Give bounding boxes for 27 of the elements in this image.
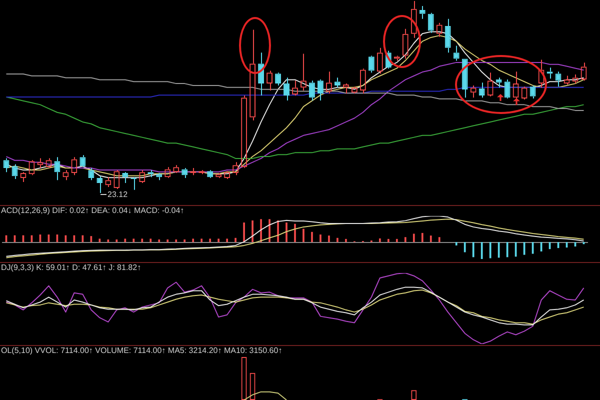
candlestick: [156, 172, 162, 181]
candlestick: [504, 79, 510, 100]
annotation: 23.12: [108, 190, 128, 200]
candlestick: [428, 12, 434, 34]
candlestick: [182, 168, 188, 179]
candlestick: [275, 72, 281, 86]
candlestick: [496, 77, 502, 88]
candlestick: [309, 80, 315, 101]
candlestick: [530, 84, 536, 100]
candlestick: [130, 176, 137, 190]
candlestick: [318, 79, 324, 101]
chart-title: DJ(9,3,3) K: 59.01↑ D: 47.61↑ J: 81.82↑: [1, 263, 142, 272]
candlestick: [54, 156, 60, 181]
candlestick: [207, 170, 214, 179]
candlestick: [96, 176, 103, 194]
candlestick: [122, 172, 128, 184]
candlestick: [368, 55, 374, 74]
chart-title: ACD(12,26,9) DIF: 0.02↑ DEA: 0.04↓ MACD: -0.04↑: [1, 206, 184, 215]
candlestick: [334, 77, 340, 88]
candlestick: [444, 18, 451, 54]
candlestick: [88, 168, 94, 181]
candlestick: [419, 5, 426, 20]
candlestick: [284, 77, 290, 101]
candlestick: [453, 45, 460, 62]
candlestick: [80, 154, 86, 168]
candlestick: [3, 158, 10, 173]
chart-title: OL(5,10) VVOL: 7114.00↑ VOLUME: 7114.00↑ MA5: 3214.20↑ MA10: 3150.60↑: [1, 346, 282, 355]
